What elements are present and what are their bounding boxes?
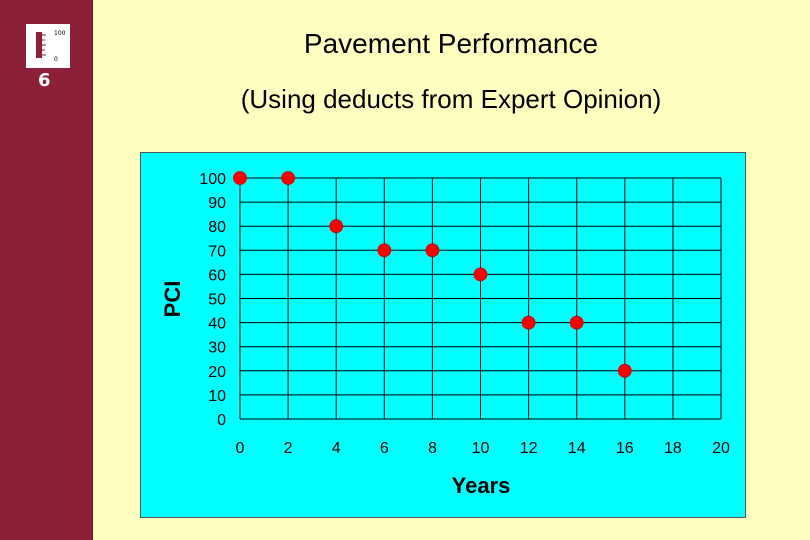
x-tick-label: 20 (712, 440, 730, 457)
x-tick-label: 8 (428, 440, 437, 457)
x-tick-label: 14 (568, 440, 586, 457)
y-tick-label: 80 (208, 219, 226, 236)
y-tick-label: 70 (208, 243, 226, 260)
data-point (377, 243, 392, 258)
y-tick-label: 30 (208, 340, 226, 357)
chart-panel: 0 10 20 30 40 50 60 70 80 90 100 0 2 4 6 8 10 12 14 16 18 20 … (140, 152, 746, 518)
slide-subtitle: (Using deducts from Expert Opinion) (240, 84, 662, 114)
data-point (617, 363, 632, 378)
data-point (521, 315, 536, 330)
x-axis-title: Years (452, 473, 511, 498)
sidebar-band: 100 0 6 (0, 0, 93, 540)
x-tick-label: 16 (616, 440, 634, 457)
y-tick-label: 0 (217, 412, 226, 429)
logo-top-label: 100 (54, 30, 66, 37)
y-tick-label: 10 (208, 388, 226, 405)
y-tick-label: 90 (208, 195, 226, 212)
data-point (281, 171, 296, 185)
x-tick-label: 2 (284, 440, 293, 457)
x-tick-label: 10 (472, 440, 490, 457)
x-tick-label: 12 (520, 440, 538, 457)
data-point (425, 243, 440, 258)
x-tick-label: 18 (664, 440, 682, 457)
y-tick-label: 40 (208, 316, 226, 333)
data-point (233, 171, 247, 185)
y-axis-title: PCI (160, 281, 185, 318)
slide-title: Pavement Performance (303, 28, 599, 59)
y-tick-label: 100 (199, 171, 226, 188)
data-point (329, 219, 344, 234)
x-tick-label: 4 (332, 440, 341, 457)
x-tick-label: 6 (380, 440, 389, 457)
x-tick-label: 0 (236, 440, 245, 457)
data-point (473, 267, 488, 282)
data-point (569, 315, 584, 330)
y-tick-label: 20 (208, 364, 226, 381)
slide-number: 6 (38, 70, 51, 91)
y-tick-label: 50 (208, 292, 226, 309)
y-tick-label: 60 (208, 267, 226, 284)
logo-bottom-label: 0 (54, 56, 58, 63)
logo-icon: 100 0 (26, 24, 70, 68)
